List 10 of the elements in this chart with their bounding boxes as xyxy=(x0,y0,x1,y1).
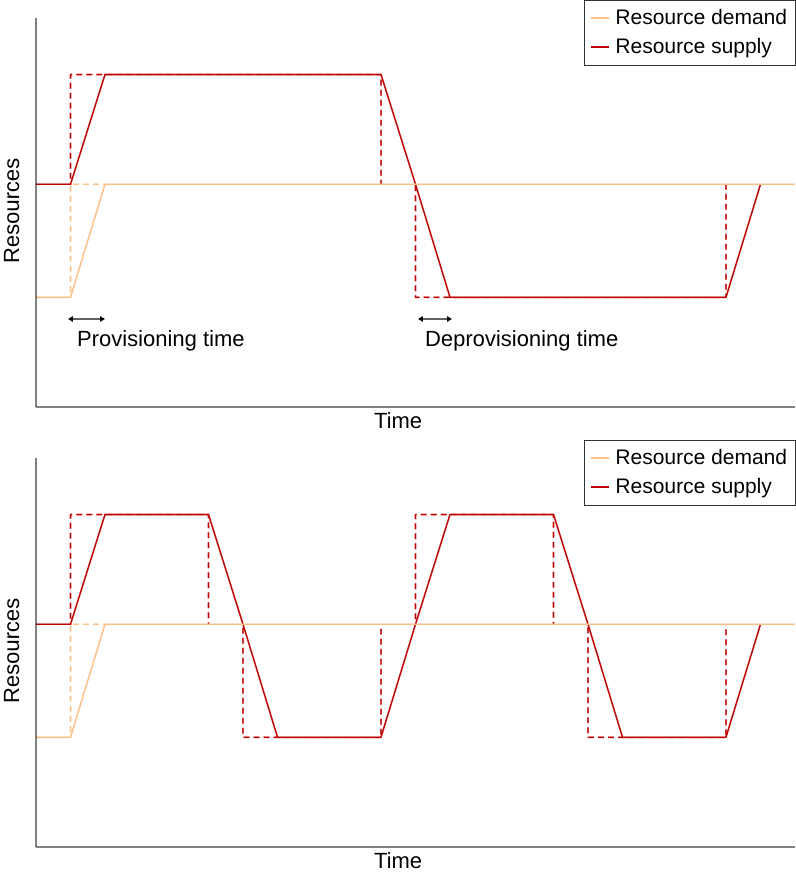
legend-label: Resource supply xyxy=(615,474,772,500)
x-axis-title: Time xyxy=(372,408,424,434)
x-axis-title: Time xyxy=(372,848,424,874)
y-axis-title: Resources xyxy=(0,158,25,263)
legend-label: Resource supply xyxy=(615,34,772,60)
annotation: Deprovisioning time xyxy=(425,326,618,352)
annotation: Provisioning time xyxy=(77,326,245,352)
legend-label: Resource demand xyxy=(615,5,787,31)
legend-label: Resource demand xyxy=(615,445,787,471)
y-axis-title: Resources xyxy=(0,598,25,703)
